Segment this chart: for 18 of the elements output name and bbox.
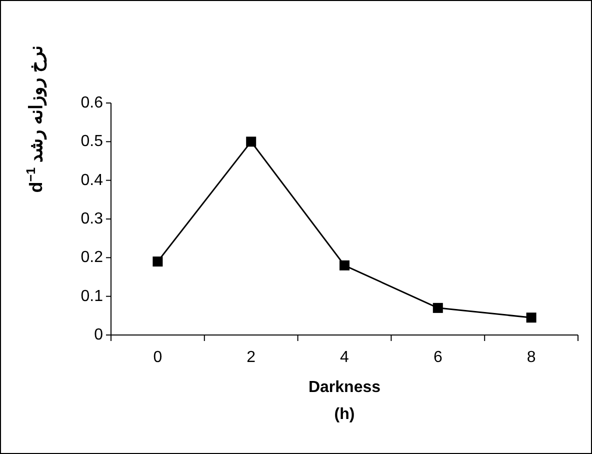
x-tick-label: 6 — [433, 349, 442, 366]
x-tick-label: 2 — [246, 349, 256, 366]
y-tick-label: 0.1 — [80, 288, 104, 305]
x-tick-label: 0 — [153, 349, 162, 366]
x-axis-title: Darkness (h) — [308, 379, 381, 423]
y-tick-label: 0.2 — [80, 249, 104, 266]
point — [152, 256, 163, 267]
point — [432, 302, 443, 313]
y-tick-label: 0.5 — [80, 133, 104, 150]
y-tick-label: 0.4 — [80, 172, 104, 189]
x-tick-label: 4 — [340, 349, 350, 366]
y-tick-label: 0 — [94, 326, 104, 344]
y-tick-label: 0.3 — [80, 210, 104, 228]
x-tick-label: 8 — [526, 349, 536, 366]
point — [340, 260, 350, 270]
y-tick-label: 0.6 — [80, 94, 104, 112]
point — [246, 136, 256, 147]
point — [526, 312, 536, 323]
